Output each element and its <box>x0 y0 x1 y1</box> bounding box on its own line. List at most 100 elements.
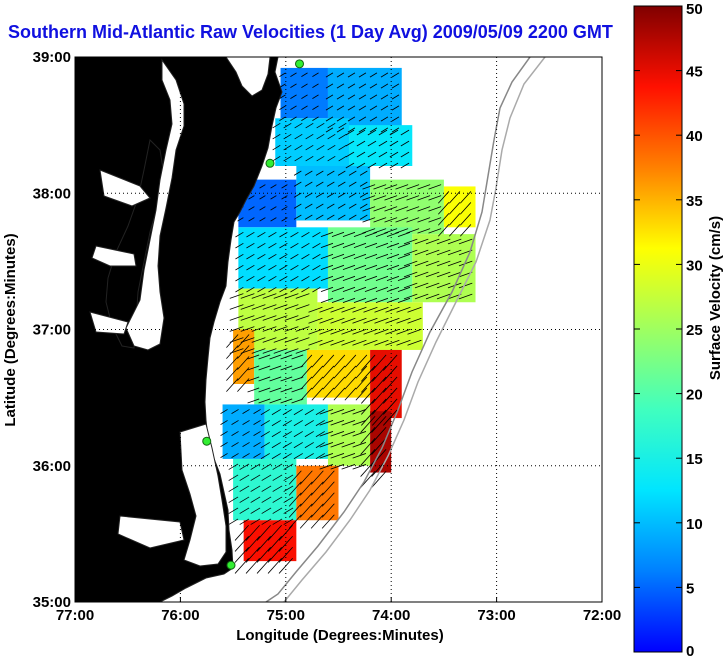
velocity-arrow <box>330 306 345 313</box>
velocity-arrow <box>436 271 451 278</box>
velocity-arrow <box>290 253 299 260</box>
velocity-arrow <box>251 315 266 321</box>
velocity-arrow <box>281 206 288 211</box>
velocity-arrow <box>403 260 418 267</box>
velocity-arrow <box>458 293 473 300</box>
velocity-arrow <box>250 474 261 481</box>
velocity-arrow <box>353 286 367 292</box>
velocity-arrow <box>436 293 451 300</box>
velocity-arrow <box>369 72 378 78</box>
velocity-arrow <box>220 453 228 458</box>
velocity-arrow <box>239 518 250 525</box>
velocity-arrow <box>269 354 282 360</box>
velocity-arrow <box>237 367 250 381</box>
velocity-arrow <box>375 275 389 281</box>
velocity-arrow <box>386 286 400 292</box>
velocity-arrow <box>330 317 345 324</box>
velocity-arrow <box>262 337 277 343</box>
velocity-arrow <box>371 437 387 455</box>
velocity-arrow <box>400 129 410 136</box>
plot-area <box>75 57 602 602</box>
velocity-arrow <box>331 231 345 237</box>
velocity-arrow <box>245 546 260 563</box>
velocity-arrow <box>231 420 239 425</box>
velocity-arrow <box>331 253 345 259</box>
velocity-arrow <box>375 253 389 259</box>
velocity-arrow <box>386 253 400 259</box>
velocity-arrow <box>272 518 283 525</box>
velocity-arrow <box>273 315 288 321</box>
velocity-arrow <box>250 463 261 470</box>
velocity-arrow <box>330 464 345 470</box>
velocity-arrow <box>293 203 302 209</box>
y-tick-label: 35:00 <box>33 594 71 611</box>
velocity-arrow <box>375 297 389 303</box>
velocity-arrow <box>226 378 239 392</box>
velocity-arrow <box>406 184 420 190</box>
velocity-arrow <box>295 315 310 321</box>
velocity-arrow <box>246 264 255 271</box>
velocity-arrow <box>253 453 261 458</box>
velocity-arrow <box>268 275 277 282</box>
velocity-arrow <box>246 231 255 238</box>
velocity-arrow <box>240 315 255 321</box>
velocity-arrow <box>361 387 376 404</box>
velocity-arrow <box>425 249 440 256</box>
velocity-arrow <box>315 431 325 438</box>
velocity-arrow <box>271 442 281 449</box>
velocity-arrow <box>295 348 310 354</box>
velocity-arrow <box>369 83 378 89</box>
velocity-arrow <box>326 214 335 220</box>
velocity-arrow <box>260 453 270 460</box>
velocity-arrow <box>246 242 255 249</box>
velocity-arrow <box>270 217 277 222</box>
velocity-arrow <box>293 192 302 198</box>
velocity-arrow <box>436 249 451 256</box>
velocity-arrow <box>352 409 367 415</box>
velocity-arrow <box>360 426 376 444</box>
velocity-arrow <box>320 297 334 303</box>
velocity-arrow <box>251 293 266 299</box>
velocity-arrow <box>300 365 313 379</box>
velocity-arrow <box>378 162 388 169</box>
velocity-arrow <box>378 129 388 136</box>
velocity-arrow <box>348 181 357 187</box>
velocity-arrow <box>386 297 400 303</box>
velocity-arrow <box>226 345 239 359</box>
velocity-arrow <box>283 496 294 503</box>
velocity-arrow <box>315 203 324 209</box>
velocity-arrow <box>239 474 250 481</box>
velocity-arrow <box>259 206 266 211</box>
velocity-arrow <box>308 317 323 324</box>
velocity-arrow <box>337 192 346 198</box>
velocity-arrow <box>234 546 249 563</box>
velocity-arrow <box>251 304 266 310</box>
velocity-arrow <box>325 72 334 78</box>
velocity-arrow <box>273 348 288 354</box>
velocity-arrow <box>260 431 270 438</box>
x-tick-label: 76:00 <box>161 607 199 624</box>
station-marker <box>295 59 305 69</box>
velocity-arrow <box>267 535 282 552</box>
velocity-arrow <box>279 242 288 249</box>
velocity-arrow <box>359 192 368 198</box>
velocity-arrow <box>299 470 313 485</box>
velocity-arrow <box>300 387 313 401</box>
velocity-arrow <box>248 217 255 222</box>
velocity-arrow <box>389 162 399 169</box>
y-tick-label: 36:00 <box>33 458 71 475</box>
velocity-arrow <box>449 191 461 204</box>
velocity-arrow <box>257 286 266 293</box>
velocity-arrow <box>327 133 336 140</box>
velocity-arrow <box>301 105 308 110</box>
velocity-arrow <box>341 339 356 346</box>
velocity-arrow <box>380 72 389 78</box>
velocity-arrow <box>231 431 239 436</box>
velocity-arrow <box>337 203 346 209</box>
velocity-arrow <box>383 365 398 382</box>
velocity-arrow <box>293 453 303 460</box>
velocity-arrow <box>403 249 418 256</box>
velocity-arrow <box>397 242 411 248</box>
velocity-arrow <box>271 431 281 438</box>
velocity-arrow <box>428 206 442 212</box>
